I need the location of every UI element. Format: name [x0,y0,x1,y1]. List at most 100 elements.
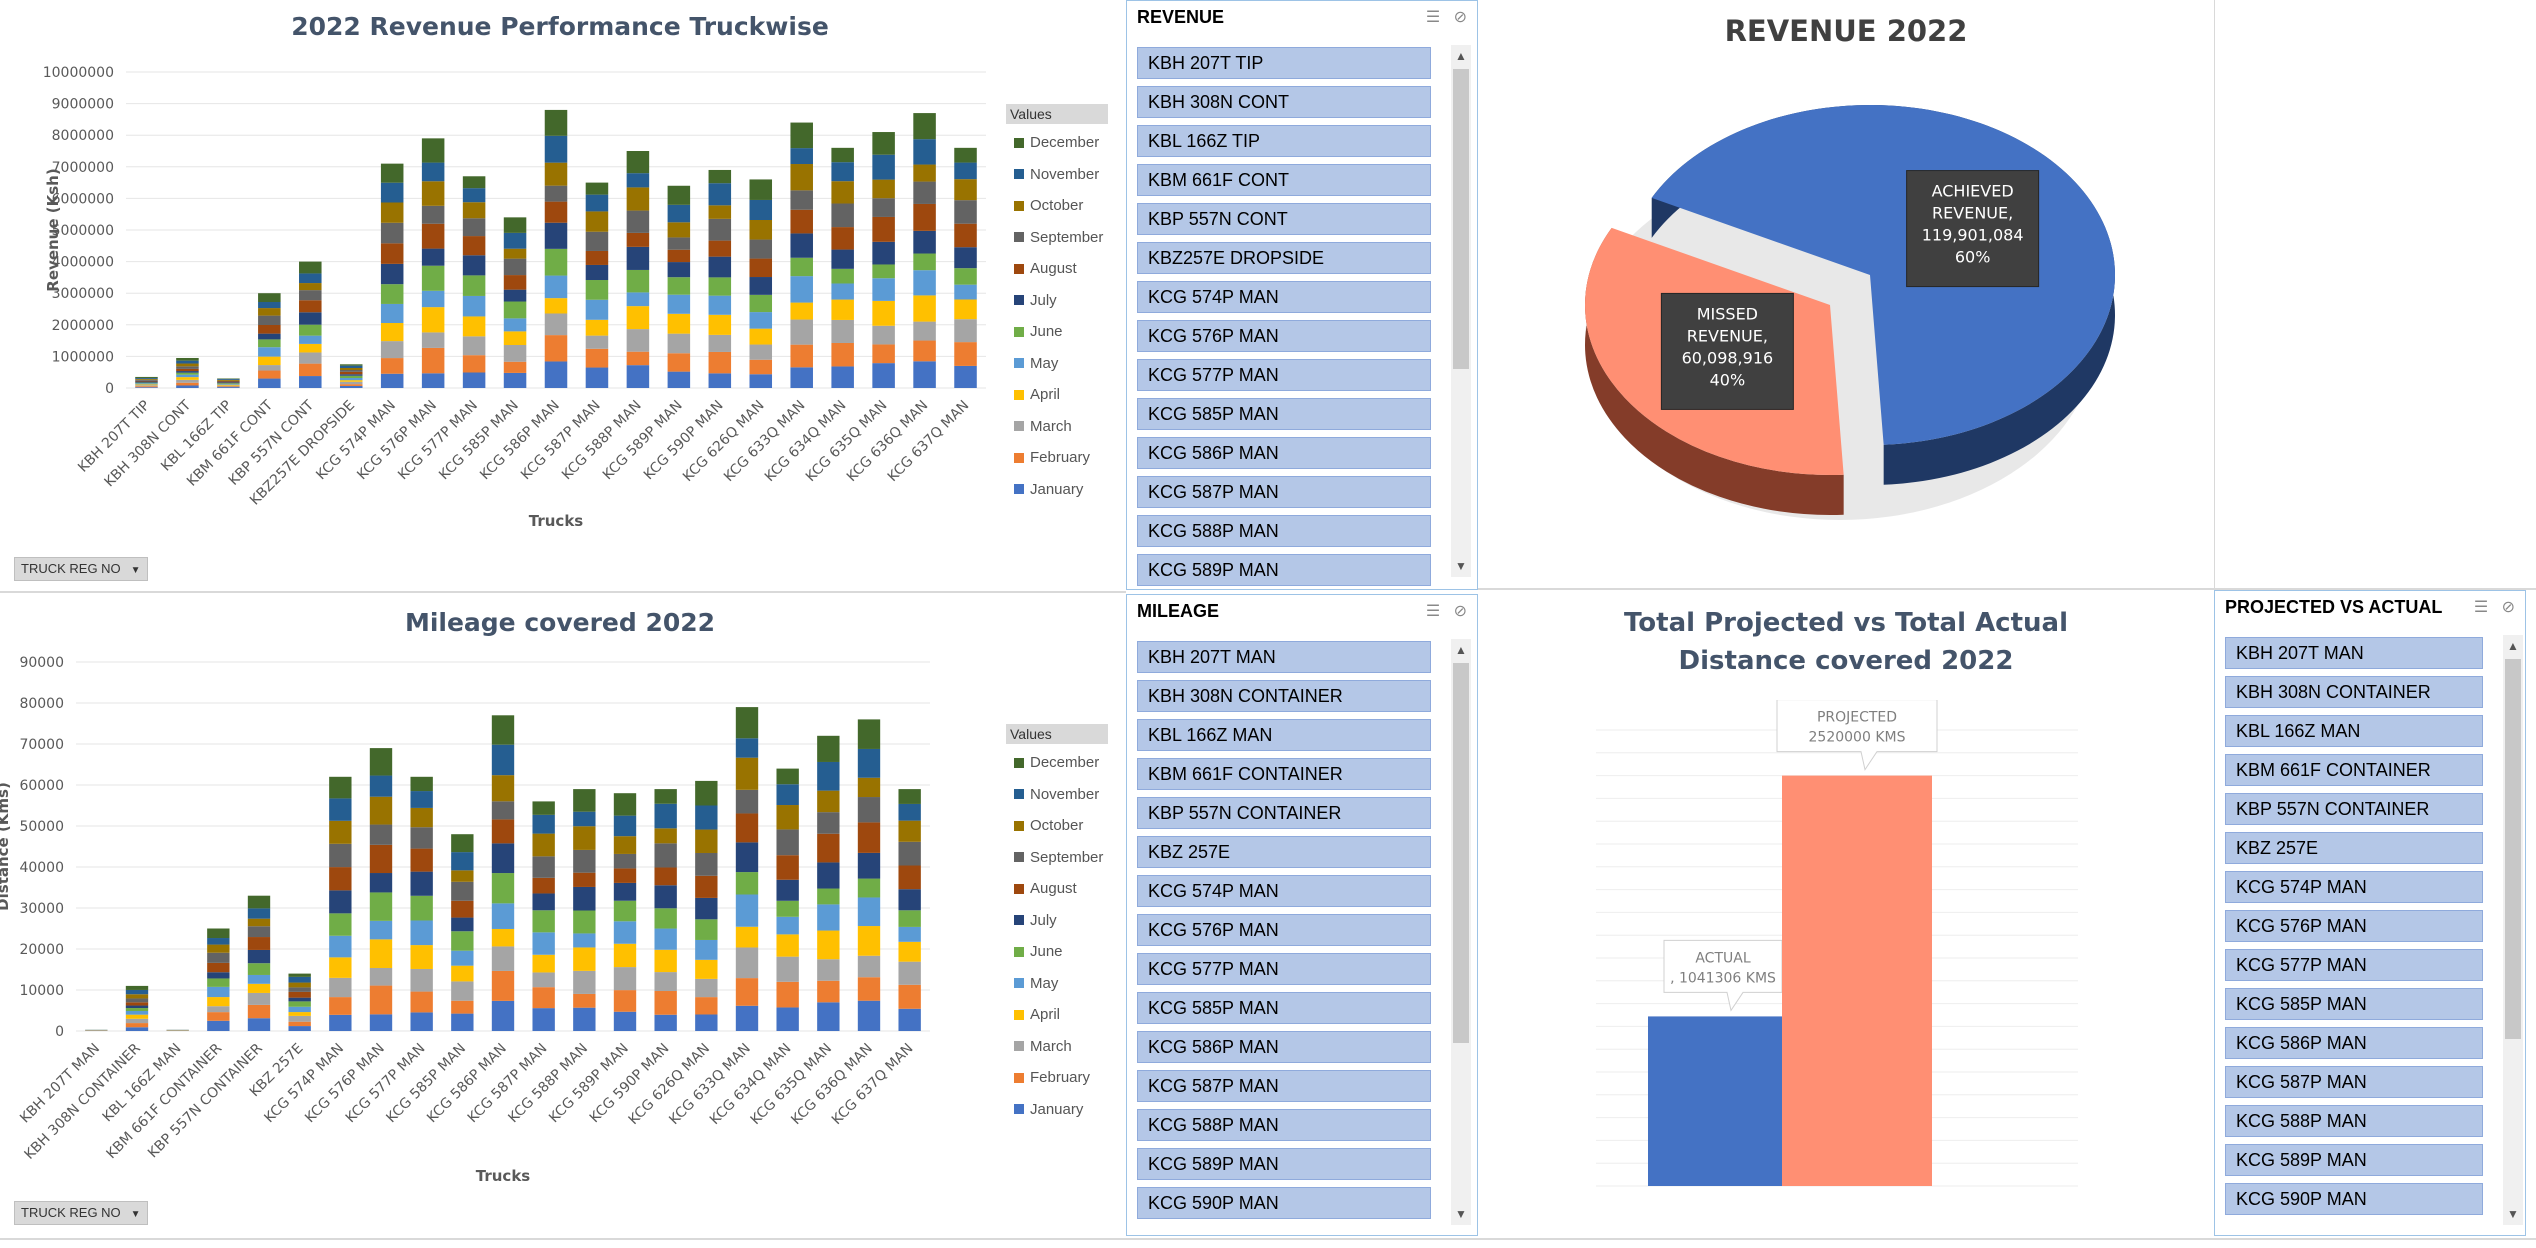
multi-select-icon[interactable]: ☰ [1425,603,1441,620]
slicer-item[interactable]: KCG 585P MAN [1137,992,1431,1024]
clear-filter-icon[interactable]: ⊘ [1453,9,1467,26]
slicer-item[interactable]: KCG 588P MAN [1137,515,1431,547]
slicer-item[interactable]: KBZ 257E [2225,832,2483,864]
slicer-item[interactable]: KCG 590P MAN [2225,1183,2483,1215]
slicer-item[interactable]: KBH 308N CONTAINER [1137,680,1431,712]
scroll-thumb[interactable] [1453,69,1469,369]
mileage-bar-segment [125,998,149,1003]
revenue-ytick: 10000000 [43,65,114,81]
revenue-bar-segment [872,264,895,279]
mileage-ytick: 30000 [19,901,64,917]
scroll-down-icon[interactable]: ▼ [1455,559,1467,573]
legend-label: July [1030,911,1057,929]
slicer-item[interactable]: KBP 557N CONTAINER [2225,793,2483,825]
slicer-item[interactable]: KCG 589P MAN [1137,554,1431,586]
slicer-item[interactable]: KBP 557N CONTAINER [1137,797,1431,829]
mileage-bar-segment [776,934,799,957]
revenue-pivot-label: TRUCK REG NO [21,561,121,576]
mileage-bar-segment [776,768,799,785]
revenue-bar-segment [135,382,158,384]
clear-filter-icon[interactable]: ⊘ [2501,599,2515,616]
revenue-bar-segment [339,368,363,370]
slicer-item[interactable]: KBP 557N CONT [1137,203,1431,235]
multi-select-icon[interactable]: ☰ [2473,599,2489,616]
slicer-item[interactable]: KCG 587P MAN [2225,1066,2483,1098]
scroll-down-icon[interactable]: ▼ [2507,1207,2519,1221]
slicer-item[interactable]: KBL 166Z MAN [1137,719,1431,751]
projected-slicer-scrollbar[interactable]: ▲ ▼ [2503,635,2523,1225]
revenue-bar-segment [176,357,199,361]
slicer-item[interactable]: KCG 586P MAN [2225,1027,2483,1059]
mileage-pivot-filter-button[interactable]: TRUCK REG NO ▼ [14,1201,148,1225]
revenue-bar-segment [708,205,732,219]
mileage-bar-segment [695,959,718,979]
slicer-item[interactable]: KCG 577P MAN [1137,953,1431,985]
slicer-item[interactable]: KCG 590P MAN [1137,1187,1431,1219]
scroll-up-icon[interactable]: ▲ [2507,639,2519,653]
revenue-bar-segment [380,222,404,244]
revenue-bar-segment [708,183,732,206]
slicer-item[interactable]: KBL 166Z TIP [1137,125,1431,157]
slicer-item[interactable]: KBZ257E DROPSIDE [1137,242,1431,274]
slicer-item[interactable]: KCG 577P MAN [2225,949,2483,981]
slicer-item[interactable]: KCG 576P MAN [1137,914,1431,946]
slicer-item[interactable]: KCG 574P MAN [1137,875,1431,907]
revenue-pivot-filter-button[interactable]: TRUCK REG NO ▼ [14,557,148,581]
slicer-item[interactable]: KCG 588P MAN [1137,1109,1431,1141]
revenue-bar-segment [380,182,404,203]
multi-select-icon[interactable]: ☰ [1425,9,1441,26]
revenue-bar-segment [217,387,240,388]
revenue-bar-segment [135,384,158,386]
slicer-item[interactable]: KBZ 257E [1137,836,1431,868]
slicer-item[interactable]: KCG 576P MAN [2225,910,2483,942]
slicer-item[interactable]: KBM 661F CONTAINER [2225,754,2483,786]
scroll-thumb[interactable] [1453,663,1469,1043]
legend-swatch [1014,978,1024,988]
slicer-item[interactable]: KBM 661F CONTAINER [1137,758,1431,790]
clear-filter-icon[interactable]: ⊘ [1453,603,1467,620]
slicer-item[interactable]: KCG 589P MAN [2225,1144,2483,1176]
slicer-item[interactable]: KCG 588P MAN [2225,1105,2483,1137]
slicer-item[interactable]: KCG 576P MAN [1137,320,1431,352]
slicer-item[interactable]: KBH 308N CONTAINER [2225,676,2483,708]
slicer-item[interactable]: KBH 308N CONT [1137,86,1431,118]
revenue-bar-segment [626,292,650,307]
slicer-item[interactable]: KCG 577P MAN [1137,359,1431,391]
slicer-item[interactable]: KBM 661F CONT [1137,164,1431,196]
mileage-bar-segment [817,930,840,960]
mileage-bar-segment [369,1014,393,1031]
scroll-thumb[interactable] [2505,659,2521,1039]
revenue-bar-segment [708,277,732,296]
revenue-bar-segment [462,188,486,203]
slicer-item[interactable]: KCG 589P MAN [1137,1148,1431,1180]
slicer-item[interactable]: KCG 574P MAN [2225,871,2483,903]
mileage-bar-segment [695,875,718,898]
mileage-bar-segment [207,972,230,979]
slicer-item[interactable]: KBH 207T MAN [1137,641,1431,673]
slicer-item[interactable]: KBL 166Z MAN [2225,715,2483,747]
mileage-bar-segment [817,735,840,762]
revenue-bar-segment [176,371,199,373]
revenue-slicer-scrollbar[interactable]: ▲ ▼ [1451,45,1471,577]
slicer-item[interactable]: KCG 586P MAN [1137,437,1431,469]
revenue-bar-segment [585,348,609,368]
scroll-up-icon[interactable]: ▲ [1455,643,1467,657]
slicer-item[interactable]: KCG 585P MAN [2225,988,2483,1020]
scroll-down-icon[interactable]: ▼ [1455,1207,1467,1221]
slicer-item[interactable]: KBH 207T MAN [2225,637,2483,669]
slicer-item[interactable]: KCG 586P MAN [1137,1031,1431,1063]
slicer-item[interactable]: KBH 207T TIP [1137,47,1431,79]
slicer-item[interactable]: KCG 574P MAN [1137,281,1431,313]
revenue-bar-segment [667,371,691,388]
slicer-item[interactable]: KCG 587P MAN [1137,1070,1431,1102]
revenue-bar-segment [258,333,281,340]
slicer-item[interactable]: KCG 587P MAN [1137,476,1431,508]
mileage-slicer-scrollbar[interactable]: ▲ ▼ [1451,639,1471,1225]
mileage-bar-segment [532,814,555,834]
slicer-item[interactable]: KCG 585P MAN [1137,398,1431,430]
mileage-bar-segment [573,947,596,971]
legend-label: November [1030,165,1100,183]
legend-item-july: July [1014,912,1057,929]
scroll-up-icon[interactable]: ▲ [1455,49,1467,63]
mileage-bar-segment [410,895,433,921]
